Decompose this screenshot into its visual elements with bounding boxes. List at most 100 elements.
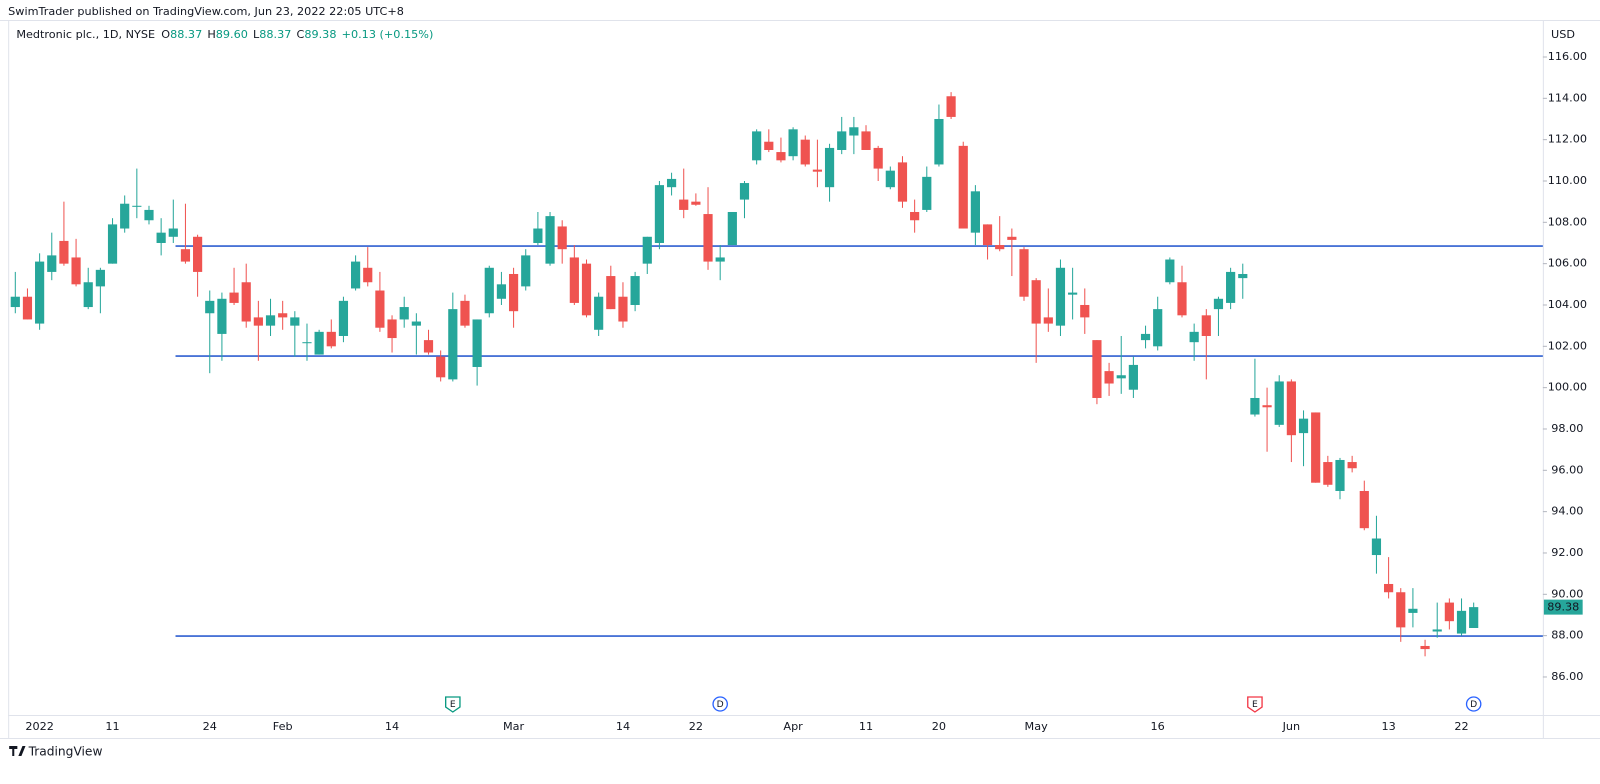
candle-body — [22, 296, 33, 320]
candle-body — [460, 300, 470, 326]
candle-body — [1408, 608, 1418, 613]
candle-body — [1165, 259, 1175, 283]
candle-body — [363, 267, 373, 283]
candle-body — [278, 313, 288, 318]
x-tick-label: 22 — [689, 720, 703, 733]
candle-body — [1359, 490, 1369, 529]
candle-body — [1335, 459, 1345, 491]
candle-body — [1371, 538, 1382, 556]
y-tick-label: 104.00 — [1548, 298, 1587, 311]
y-tick-label: 106.00 — [1548, 257, 1587, 270]
candle-body — [1347, 462, 1357, 469]
y-tick-label: 110.00 — [1548, 174, 1587, 187]
candle-body — [703, 214, 713, 262]
candle-body — [581, 263, 592, 316]
candle-body — [824, 147, 835, 188]
candle-body — [1177, 282, 1187, 316]
candle-body — [314, 331, 324, 355]
x-tick-label: 22 — [1454, 720, 1468, 733]
candle-body — [1116, 375, 1126, 379]
candle-body — [654, 185, 665, 243]
readout-value: 88.37 — [259, 28, 291, 41]
candle-body — [873, 147, 883, 169]
event-label: D — [1470, 700, 1477, 710]
x-tick-label: Mar — [503, 720, 525, 733]
candle-body — [910, 211, 920, 221]
tradingview-logo: TradingView — [9, 745, 103, 759]
readout-value: 89.38 — [304, 28, 336, 41]
candle-body — [1274, 381, 1284, 425]
candle-body — [1323, 462, 1333, 485]
brand: TradingView — [28, 745, 103, 759]
last-price-tag — [1543, 599, 1583, 615]
candle-body — [618, 296, 628, 322]
y-tick-label: 90.00 — [1551, 587, 1583, 600]
candle-body — [411, 321, 421, 326]
earnings-marker — [1247, 696, 1263, 713]
y-tick-label: 116.00 — [1548, 50, 1587, 63]
candle-body — [448, 309, 458, 380]
candle-body — [1311, 412, 1321, 483]
candle-body — [95, 269, 105, 287]
readout-key: L — [253, 28, 260, 41]
earnings-marker — [445, 696, 461, 713]
candle-body — [776, 152, 786, 161]
candle-body — [1080, 304, 1090, 318]
y-tick-label: 108.00 — [1548, 215, 1587, 228]
candle-body — [545, 216, 555, 264]
candle-body — [387, 319, 397, 339]
candle-body — [922, 176, 932, 210]
candle-body — [533, 228, 543, 243]
candle-body — [326, 331, 336, 347]
candle-body — [606, 276, 616, 310]
x-tick-label: 11 — [105, 720, 119, 733]
candle-body — [1456, 610, 1467, 634]
x-tick-label: 13 — [1381, 720, 1395, 733]
candle-body — [982, 224, 993, 246]
candle-body — [1286, 381, 1296, 436]
candle-body — [849, 127, 859, 136]
y-tick-label: 112.00 — [1548, 133, 1587, 146]
candle-body — [1055, 267, 1066, 326]
candle-body — [715, 257, 725, 262]
candle-body — [217, 298, 227, 334]
x-tick-label: 24 — [203, 720, 217, 733]
candle-body — [205, 300, 215, 314]
candle-body — [897, 162, 908, 202]
symbol: Medtronic plc., 1D, NYSE — [16, 28, 155, 41]
publisher-line: SwimTrader published on TradingView.com,… — [8, 5, 404, 18]
candle-body — [1420, 645, 1430, 650]
x-tick-label: 16 — [1151, 720, 1165, 733]
candle-body — [302, 342, 312, 344]
candle-body — [958, 145, 968, 229]
candle-body — [739, 183, 750, 200]
y-tick-label: 102.00 — [1548, 339, 1587, 352]
candle-body — [1213, 298, 1224, 310]
candle-body — [970, 191, 980, 233]
candle-body — [35, 261, 45, 324]
candle-body — [83, 282, 93, 308]
event-label: D — [717, 700, 724, 710]
candle-body — [156, 232, 166, 243]
candle-body — [423, 340, 434, 353]
readout-change: +0.13 (+0.15%) — [342, 28, 434, 41]
candle-body — [946, 96, 956, 117]
candle-body — [934, 118, 944, 165]
candle-body — [59, 240, 69, 264]
dividend-marker — [1465, 696, 1482, 712]
candle-body — [1298, 418, 1309, 434]
candle-body — [1238, 273, 1248, 279]
candle-body — [241, 282, 251, 322]
readout-value: 89.60 — [216, 28, 248, 41]
candle-body — [666, 178, 677, 188]
candle-body — [290, 317, 300, 326]
readout-key: O — [161, 28, 170, 41]
x-tick-label: 20 — [932, 720, 946, 733]
event-label: E — [1252, 700, 1258, 710]
candle-body — [10, 296, 20, 308]
candle-body — [1226, 271, 1236, 303]
candle-body — [1189, 331, 1199, 343]
y-tick-label: 88.00 — [1551, 629, 1583, 642]
